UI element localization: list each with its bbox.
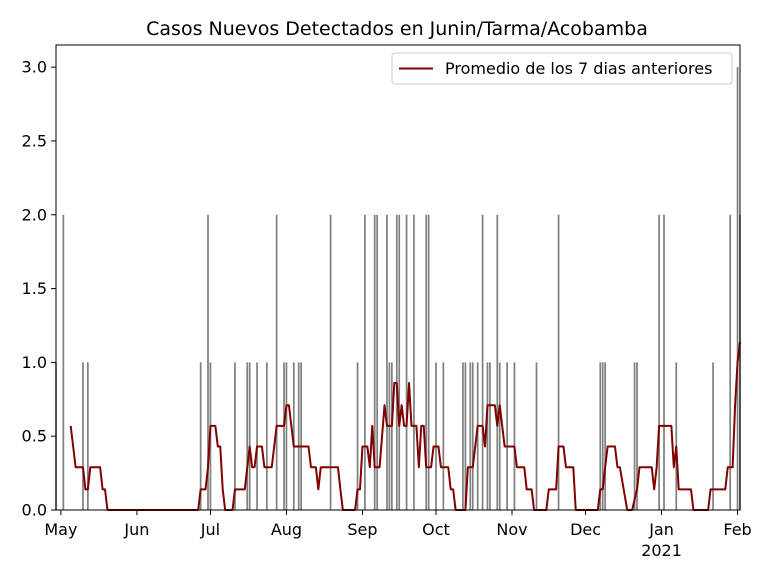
y-tick-label: 1.5 [22,279,47,298]
bar [356,362,359,510]
y-tick-label: 2.5 [22,131,47,150]
bar [462,362,464,510]
bar [364,214,366,510]
bar [435,362,437,510]
x-tick-label: Jan [648,520,674,539]
bar [736,67,739,510]
bar [256,362,258,510]
bar [498,362,501,510]
x-tick-label: Nov [496,520,527,539]
bar [506,362,508,510]
bar [427,214,430,510]
x-tick-label: Oct [422,520,450,539]
bar [87,362,89,510]
bar [386,214,388,510]
bar [265,362,268,510]
x-axis: May Jun Jul Aug Sep Oct Nov Dec Jan 2021 Feb [44,510,752,560]
bar [391,362,393,510]
x-tick-label: May [44,520,77,539]
y-tick-label: 3.0 [22,58,47,77]
y-tick-label: 0.5 [22,427,47,446]
bar [464,362,467,510]
bar [535,362,538,510]
x-tick-label: Feb [723,520,751,539]
bar [285,362,288,510]
bar [469,362,472,510]
bar [604,362,607,510]
bar [658,214,660,510]
x-tick-year-label: 2021 [641,541,682,560]
bar [601,362,604,510]
y-tick-label: 1.0 [22,353,47,372]
bar [388,362,391,510]
bar [636,362,638,510]
bar [207,214,209,510]
bar [425,214,428,510]
bar [476,362,479,510]
chart-title: Casos Nuevos Detectados en Junin/Tarma/A… [146,18,648,40]
legend: Promedio de los 7 dias anteriores [391,52,733,85]
bar [712,362,714,510]
bar [283,362,285,510]
y-axis: 0.0 0.5 1.0 1.5 2.0 2.5 3.0 [22,58,56,520]
bar [663,214,665,510]
bar [275,214,278,510]
bar [442,362,445,510]
bars-layer [55,67,741,510]
y-tick-label: 2.0 [22,205,47,224]
x-tick-label: Dec [570,520,601,539]
x-tick-label: Aug [271,520,302,539]
avg-line-series [69,341,741,511]
bar [486,362,489,510]
bar [496,214,499,510]
bar [729,214,732,510]
bar [248,362,251,510]
bar [395,214,398,510]
bar [373,214,376,510]
legend-label: Promedio de los 7 dias anteriores [445,59,712,78]
bar [413,214,415,510]
y-tick-label: 0.0 [22,501,47,520]
bar [292,362,295,510]
x-tick-label: Jul [200,520,220,539]
x-tick-label: Sep [347,520,377,539]
bar [199,362,202,510]
plot-frame [55,44,741,511]
bar [471,362,474,510]
bar [599,362,602,510]
bar [62,214,65,510]
bar [513,362,516,510]
legend-box [391,52,733,85]
x-tick-label: Jun [123,520,149,539]
bar [297,362,300,510]
bar [633,362,636,510]
bar [82,362,84,510]
bar [300,362,303,510]
bar [557,214,560,510]
bar [481,214,484,510]
bar [675,362,678,510]
bar [398,214,401,510]
bar [234,362,236,510]
bar [489,362,491,510]
bar [405,214,408,510]
bar [246,362,249,510]
bar [329,214,332,510]
bar [376,214,379,510]
